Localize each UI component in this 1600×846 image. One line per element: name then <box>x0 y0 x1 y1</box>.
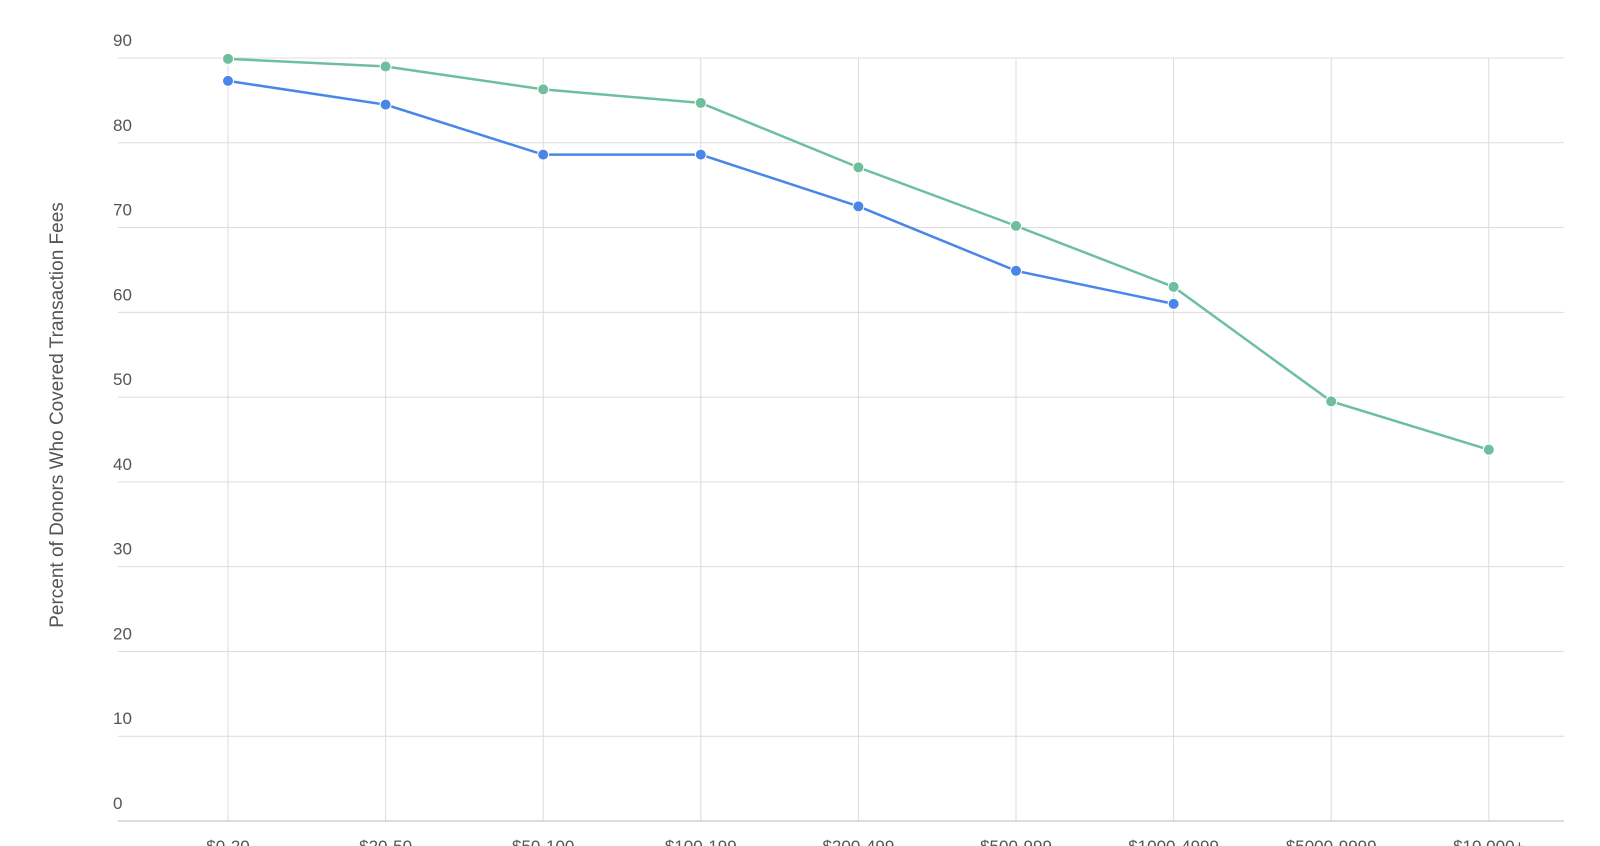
y-tick-label: 60 <box>113 285 132 304</box>
y-tick-label: 40 <box>113 455 132 474</box>
y-tick-label: 90 <box>113 31 132 50</box>
x-tick-label: $500-999 <box>980 837 1052 846</box>
x-tick-label: $50-100 <box>512 837 574 846</box>
data-point <box>1325 395 1338 408</box>
y-tick-label: 0 <box>113 794 122 813</box>
y-tick-label: 80 <box>113 116 132 135</box>
data-point <box>1167 280 1180 293</box>
y-tick-label: 10 <box>113 709 132 728</box>
data-point <box>1010 264 1022 277</box>
x-tick-label: $1000-4999 <box>1128 837 1219 846</box>
x-tick-label: $5000-9999 <box>1286 837 1377 846</box>
x-tick-label: $0-20 <box>206 837 249 846</box>
data-point <box>852 200 865 213</box>
data-point <box>1167 297 1180 310</box>
x-tick-label: $10,000+ <box>1453 837 1524 846</box>
data-point <box>1482 443 1495 456</box>
data-point <box>537 83 550 96</box>
y-tick-label: 50 <box>113 370 132 389</box>
data-point <box>379 60 392 73</box>
data-point <box>537 148 550 161</box>
y-tick-label: 20 <box>113 624 132 643</box>
y-tick-label: 30 <box>113 540 132 559</box>
y-axis-title: Percent of Donors Who Covered Transactio… <box>47 202 68 628</box>
y-tick-label: 70 <box>113 201 132 220</box>
x-tick-label: $200-499 <box>822 837 894 846</box>
data-point <box>222 52 234 65</box>
data-point <box>852 161 865 174</box>
x-tick-label: $20-50 <box>359 837 412 846</box>
data-point <box>694 148 707 161</box>
data-point <box>379 98 392 111</box>
data-point <box>222 74 234 87</box>
data-point <box>1010 219 1022 232</box>
x-tick-label: $100-199 <box>665 837 737 846</box>
data-point <box>694 96 707 109</box>
